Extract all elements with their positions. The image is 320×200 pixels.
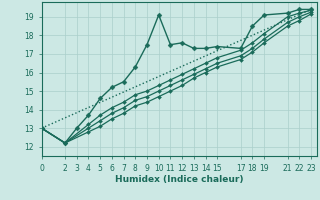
X-axis label: Humidex (Indice chaleur): Humidex (Indice chaleur) bbox=[115, 175, 244, 184]
